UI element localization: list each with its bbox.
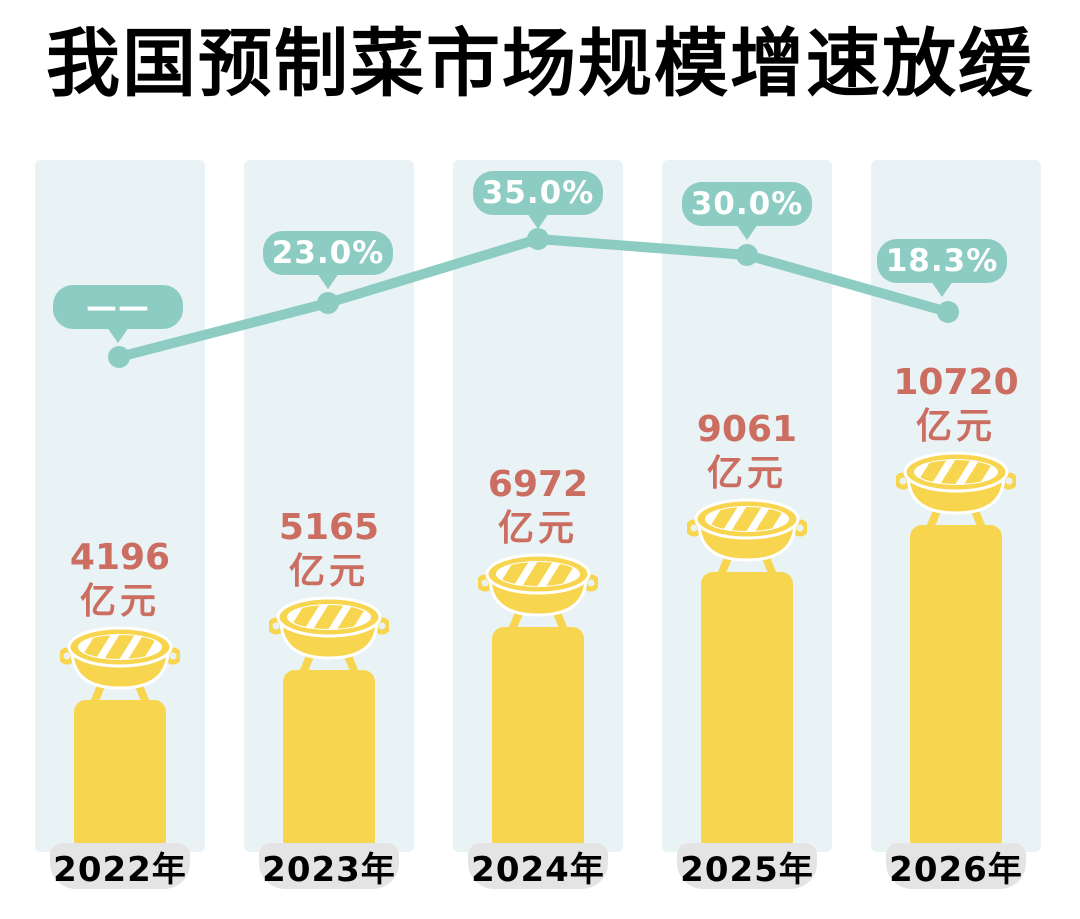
bar-2022 [74,700,166,852]
growth-bubble-label: 30.0% [690,186,804,222]
year-label-2022: 2022年 [50,843,190,890]
page-title: 我国预制菜市场规模增速放缓 [46,21,1034,107]
value-label-2026: 10720 亿元 [871,361,1041,449]
bbq-grill-icon [60,626,180,706]
year-label-2023: 2023年 [259,843,399,890]
value-unit: 亿元 [706,453,787,494]
value-number: 4196 [69,537,171,578]
bbq-grill-icon [687,498,807,578]
year-label-2026: 2026年 [886,843,1026,890]
value-label-2024: 6972 亿元 [453,463,623,551]
growth-bubble-2025: 30.0% [682,182,812,226]
growth-bubble-label: —— [86,289,150,325]
bbq-grill-icon [269,596,389,676]
value-label-2022: 4196 亿元 [35,536,205,624]
bar-2023 [283,670,375,852]
bbq-grill-icon [478,553,598,633]
year-label-2024: 2024年 [468,843,608,890]
growth-bubble-2023: 23.0% [263,231,393,275]
growth-bubble-2022: —— [53,285,183,329]
value-unit: 亿元 [915,406,996,447]
value-unit: 亿元 [497,508,578,549]
value-number: 6972 [487,464,589,505]
growth-bubble-2026: 18.3% [877,239,1007,283]
growth-bubble-2024: 35.0% [473,171,603,215]
growth-bubble-label: 35.0% [481,175,595,211]
bbq-grill-icon [896,451,1016,531]
value-label-2025: 9061 亿元 [662,408,832,496]
growth-bubble-label: 18.3% [885,243,999,279]
year-label-2025: 2025年 [677,843,817,890]
bar-2026 [910,525,1002,852]
value-number: 9061 [696,409,798,450]
value-unit: 亿元 [79,581,160,622]
bar-2025 [701,572,793,852]
value-number: 10720 [893,362,1019,403]
value-unit: 亿元 [288,551,369,592]
value-label-2023: 5165 亿元 [244,506,414,594]
growth-bubble-label: 23.0% [271,235,385,271]
bar-2024 [492,627,584,852]
value-number: 5165 [278,507,380,548]
